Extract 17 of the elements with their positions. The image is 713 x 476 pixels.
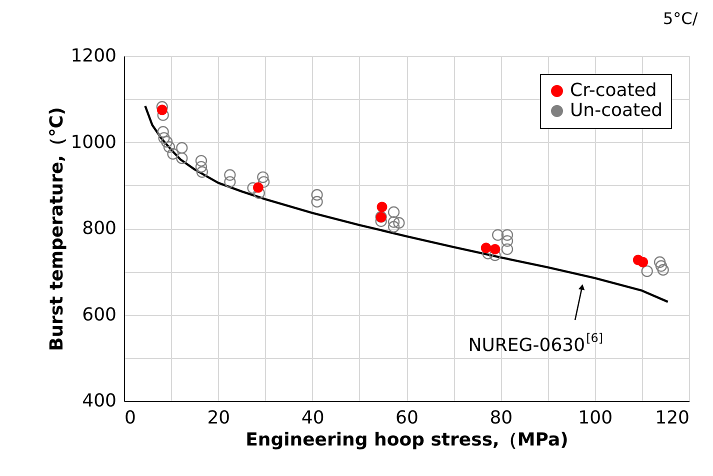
- y-tick-label: 800: [82, 218, 116, 239]
- y-tick-label: 1200: [70, 46, 116, 66]
- x-tick-label: 40: [301, 408, 324, 428]
- text: 5°C/: [663, 9, 698, 28]
- x-tick-label: 100: [578, 408, 613, 428]
- y-tick-label: 600: [82, 304, 116, 326]
- legend-label: Un-coated: [570, 100, 663, 121]
- x-tick-label: 60: [396, 408, 418, 428]
- x-tick-label: 20: [207, 408, 230, 428]
- x-tick-label: 120: [655, 408, 690, 428]
- x-tick-label: 80: [490, 408, 513, 428]
- y-axis-title: Burst temperature,（℃): [46, 106, 68, 352]
- x-tick-label: 0: [124, 408, 136, 428]
- y-tick-label: 400: [82, 390, 116, 412]
- legend-label: Cr-coated: [570, 80, 657, 101]
- y-tick-label: 1000: [70, 132, 116, 153]
- x-axis-title: Engineering hoop stress,（MPa): [246, 430, 568, 450]
